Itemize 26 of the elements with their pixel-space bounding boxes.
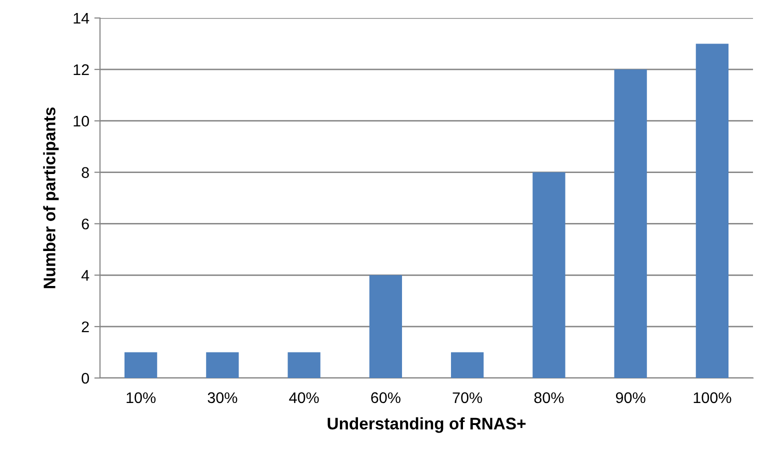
bar bbox=[124, 352, 158, 378]
x-tick-label: 80% bbox=[534, 392, 564, 404]
x-tick-label: 30% bbox=[208, 392, 238, 404]
y-tick-label: 12 bbox=[74, 64, 89, 75]
y-tick-label: 14 bbox=[74, 13, 90, 24]
y-axis-title: Number of participants bbox=[43, 107, 59, 288]
x-tick-label: 100% bbox=[694, 392, 732, 404]
y-tick-label: 2 bbox=[82, 321, 89, 332]
bar bbox=[696, 44, 729, 378]
y-tick-label: 8 bbox=[82, 167, 89, 178]
x-tick-label: 40% bbox=[289, 392, 319, 404]
y-tick-label: 6 bbox=[82, 218, 89, 230]
bar bbox=[288, 352, 320, 378]
y-tick-label: 4 bbox=[81, 270, 90, 281]
x-tick-label: 10% bbox=[126, 392, 156, 404]
x-tick-label: 90% bbox=[616, 392, 646, 404]
bar bbox=[450, 352, 484, 378]
x-axis-title: Understanding of RNAS+ bbox=[328, 417, 526, 433]
y-tick-label: 10 bbox=[74, 116, 89, 127]
bar bbox=[614, 69, 647, 378]
x-tick-label: 60% bbox=[371, 392, 400, 404]
y-tick-label: 0 bbox=[82, 372, 89, 384]
x-tick-label: 70% bbox=[452, 392, 482, 404]
bar bbox=[369, 275, 402, 378]
bar bbox=[206, 352, 239, 378]
bar bbox=[532, 172, 566, 378]
